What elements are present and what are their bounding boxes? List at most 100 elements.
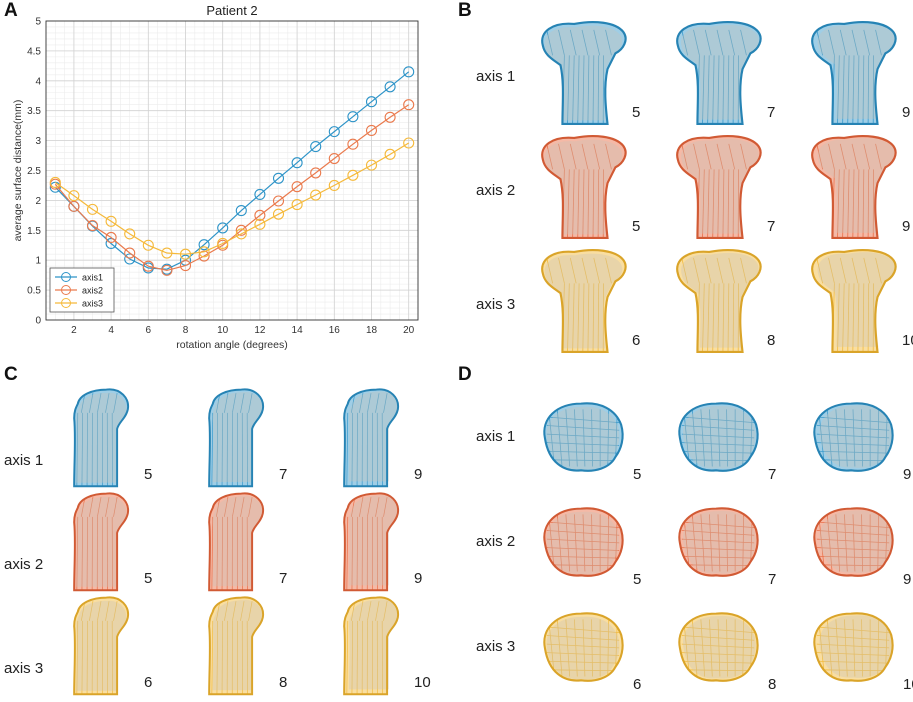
rotation-value: 6 bbox=[632, 332, 641, 349]
data-point bbox=[347, 138, 359, 150]
mesh-line bbox=[569, 29, 577, 56]
bone-outline bbox=[543, 402, 624, 472]
mesh-line bbox=[232, 601, 237, 621]
mesh-line bbox=[681, 635, 755, 641]
bone-outline bbox=[811, 135, 897, 240]
mesh-line bbox=[581, 257, 589, 284]
bone-render bbox=[343, 388, 400, 488]
bone-mesh bbox=[681, 514, 755, 572]
mesh-line bbox=[383, 601, 388, 621]
mesh-line bbox=[740, 29, 747, 56]
rotation-value: 5 bbox=[144, 570, 153, 587]
mesh-line bbox=[80, 393, 86, 413]
mesh-line bbox=[742, 409, 745, 467]
bone-outline bbox=[208, 596, 265, 696]
bone-fill bbox=[544, 508, 623, 576]
mesh-line bbox=[587, 169, 590, 238]
bone-render bbox=[676, 249, 762, 354]
mesh-line bbox=[76, 516, 79, 591]
mesh-line bbox=[105, 497, 110, 517]
bone-outline bbox=[541, 249, 627, 354]
mesh-line bbox=[97, 497, 102, 517]
data-point bbox=[161, 264, 173, 276]
mesh-line bbox=[607, 619, 610, 677]
data-point bbox=[105, 231, 117, 244]
mesh-line bbox=[211, 620, 214, 695]
mesh-line bbox=[383, 497, 388, 517]
mesh-line bbox=[582, 283, 585, 352]
data-point bbox=[310, 141, 322, 153]
mesh-line bbox=[852, 514, 856, 572]
mesh-line bbox=[607, 409, 610, 467]
mesh-line bbox=[81, 412, 84, 487]
data-point bbox=[403, 137, 415, 149]
mesh-line bbox=[105, 393, 110, 413]
mesh-line bbox=[548, 619, 555, 677]
mesh-line bbox=[582, 409, 586, 467]
mesh-line bbox=[816, 433, 890, 439]
bone-outline bbox=[73, 492, 130, 592]
mesh-line bbox=[847, 283, 850, 352]
bone-outline bbox=[543, 507, 624, 577]
mesh-line bbox=[605, 257, 612, 284]
mesh-line bbox=[346, 412, 349, 487]
rotation-value: 5 bbox=[633, 466, 642, 483]
x-tick-label: 6 bbox=[146, 325, 152, 336]
bone-fill bbox=[679, 613, 758, 681]
reference-bone-overlay bbox=[348, 599, 400, 690]
mesh-line bbox=[105, 601, 110, 621]
mesh-line bbox=[681, 564, 755, 567]
mesh-line bbox=[350, 497, 356, 517]
mesh-line bbox=[546, 564, 620, 567]
mesh-line bbox=[546, 538, 620, 544]
data-point bbox=[198, 250, 210, 262]
mesh-line bbox=[728, 257, 736, 284]
mesh-line bbox=[351, 516, 354, 591]
mesh-line bbox=[691, 409, 698, 467]
mesh-line bbox=[693, 29, 700, 56]
bone-outline bbox=[541, 135, 627, 240]
bone-render bbox=[678, 612, 759, 682]
mesh-line bbox=[569, 143, 577, 170]
mesh-line bbox=[375, 601, 380, 621]
legend-label: axis2 bbox=[82, 286, 103, 296]
bone-mesh bbox=[546, 409, 620, 467]
rotation-value: 7 bbox=[279, 466, 288, 483]
mesh-line bbox=[556, 409, 563, 467]
mesh-line bbox=[681, 530, 755, 536]
mesh-line bbox=[248, 601, 253, 621]
rotation-value: 9 bbox=[902, 104, 911, 121]
mesh-line bbox=[359, 601, 364, 621]
mesh-line bbox=[591, 619, 593, 677]
reference-bone-overlay bbox=[819, 510, 893, 573]
mesh-line bbox=[847, 169, 850, 238]
rotation-value: 7 bbox=[767, 218, 776, 235]
bone-outline bbox=[678, 507, 759, 577]
data-point bbox=[217, 237, 229, 250]
bone-model bbox=[73, 388, 130, 488]
mesh-line bbox=[717, 619, 721, 677]
bone-render bbox=[208, 492, 265, 592]
data-point bbox=[328, 179, 340, 191]
mesh-line bbox=[826, 619, 833, 677]
y-tick-label: 0 bbox=[35, 316, 41, 327]
mesh-line bbox=[732, 283, 735, 352]
mesh-line bbox=[548, 409, 555, 467]
mesh-line bbox=[546, 459, 620, 462]
mesh-line bbox=[597, 55, 600, 124]
mesh-line bbox=[722, 169, 725, 238]
rotation-value: 6 bbox=[633, 676, 642, 693]
mesh-line bbox=[351, 620, 354, 695]
bone-model bbox=[678, 507, 759, 577]
mesh-line bbox=[113, 601, 118, 621]
mesh-line bbox=[728, 29, 736, 56]
mesh-line bbox=[681, 660, 755, 664]
reference-bone-overlay bbox=[546, 616, 620, 680]
mesh-line bbox=[857, 169, 860, 238]
mesh-line bbox=[356, 412, 358, 487]
mesh-line bbox=[852, 169, 855, 238]
mesh-line bbox=[877, 514, 880, 572]
bone-outline bbox=[343, 492, 400, 592]
x-tick-label: 2 bbox=[71, 325, 77, 336]
row-label: axis 3 bbox=[476, 638, 516, 655]
